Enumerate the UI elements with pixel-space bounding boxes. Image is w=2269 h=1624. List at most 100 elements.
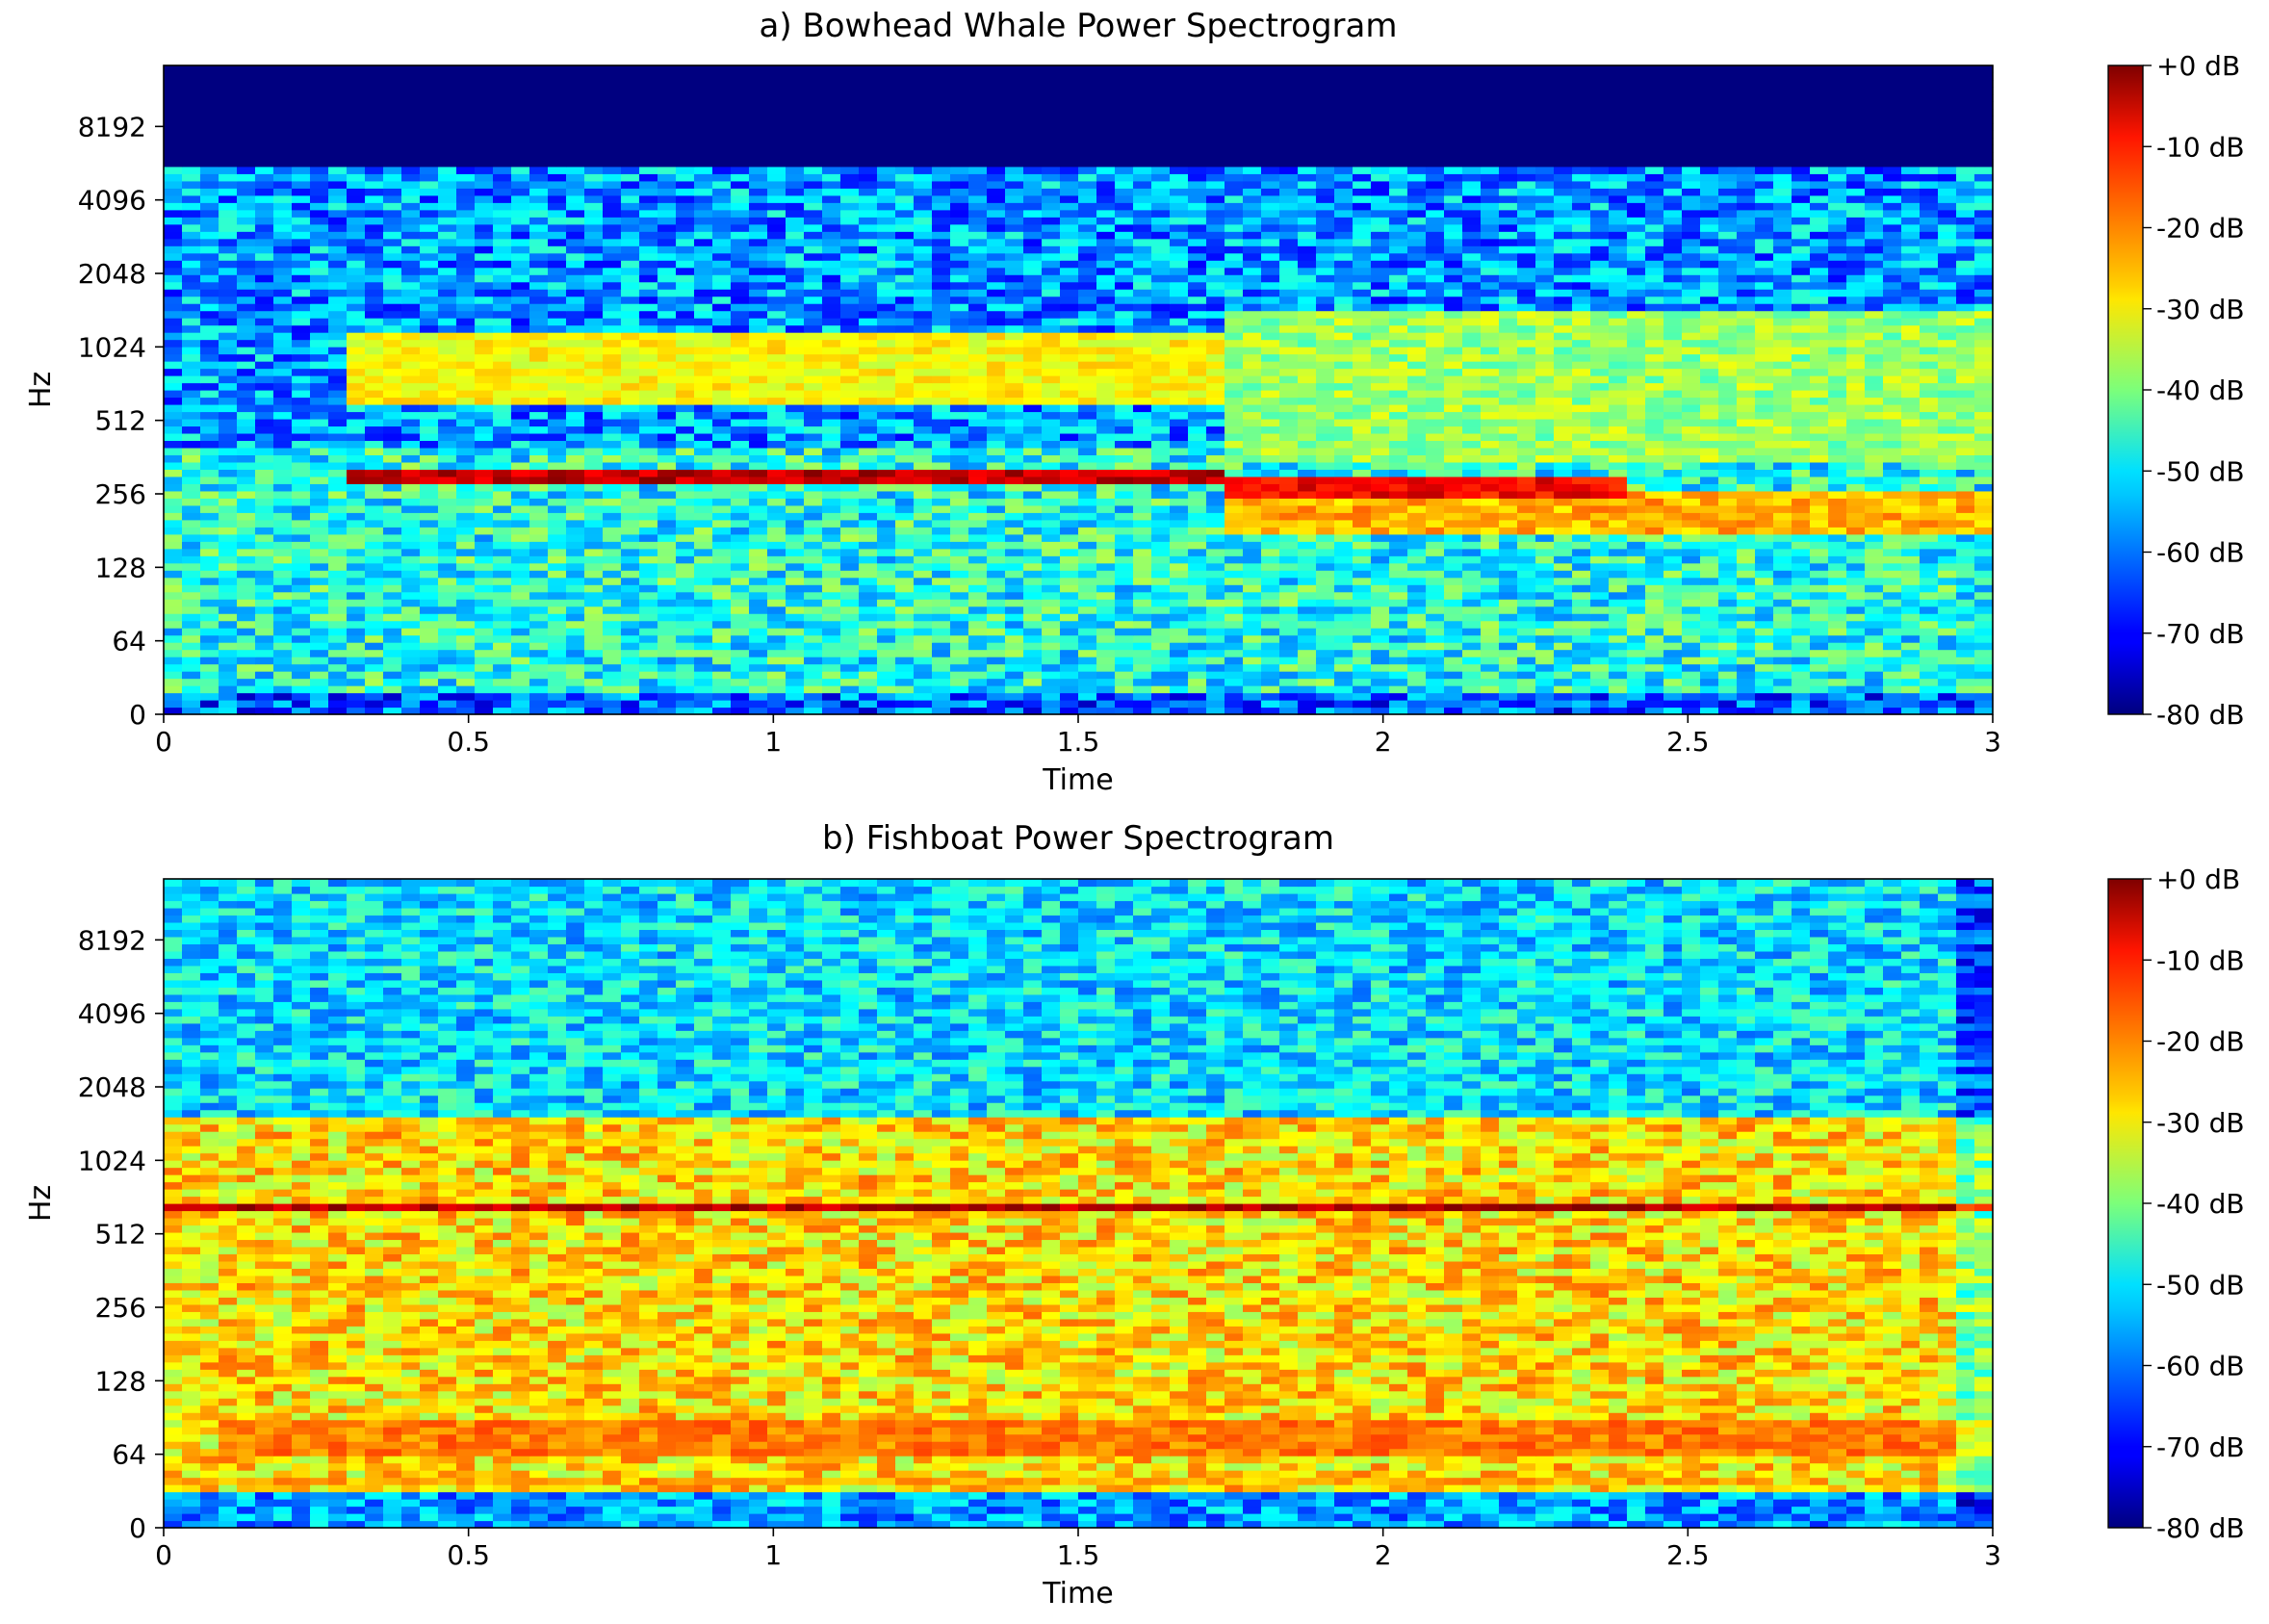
spectrogram-cell <box>182 375 201 384</box>
spectrogram-cell <box>1920 692 1939 701</box>
spectrogram-cell <box>1938 577 1957 585</box>
spectrogram-cell <box>420 613 439 622</box>
spectrogram-cell <box>200 692 219 701</box>
spectrogram-cell <box>1481 504 1500 513</box>
spectrogram-cell <box>1060 390 1079 399</box>
spectrogram-cell <box>200 361 219 370</box>
spectrogram-cell <box>1407 361 1427 370</box>
spectrogram-cell <box>1225 678 1244 686</box>
spectrogram-cell <box>438 447 457 455</box>
spectrogram-cell <box>273 361 293 370</box>
spectrogram-cell <box>475 570 494 579</box>
spectrogram-cell <box>1243 440 1262 449</box>
spectrogram-cell <box>383 418 402 427</box>
spectrogram-cell <box>1206 606 1225 614</box>
spectrogram-cell <box>566 620 585 629</box>
spectrogram-cell <box>968 692 988 701</box>
spectrogram-cell <box>1371 418 1390 427</box>
spectrogram-cell <box>1115 707 1134 715</box>
spectrogram-cell <box>877 663 896 672</box>
spectrogram-cell <box>1956 584 1975 593</box>
spectrogram-cell <box>1462 461 1482 470</box>
spectrogram-cell <box>932 671 951 680</box>
spectrogram-cell <box>603 397 622 405</box>
spectrogram-cell <box>438 361 457 370</box>
spectrogram-cell <box>1663 642 1683 651</box>
spectrogram-cell <box>438 461 457 470</box>
spectrogram-cell <box>237 469 256 477</box>
spectrogram-cell <box>1737 519 1756 528</box>
spectrogram-cell <box>712 584 732 593</box>
spectrogram-cell <box>1188 527 1207 535</box>
spectrogram-cell <box>548 541 567 550</box>
spectrogram-cell <box>1883 397 1902 405</box>
spectrogram-cell <box>182 440 201 449</box>
spectrogram-cell <box>328 562 348 571</box>
spectrogram-cell <box>1737 700 1756 709</box>
spectrogram-cell <box>712 548 732 556</box>
spectrogram-cell <box>1974 628 1994 636</box>
spectrogram-cell <box>1096 353 1116 362</box>
spectrogram-cell <box>1883 620 1902 629</box>
spectrogram-cell <box>1353 461 1372 470</box>
spectrogram-cell <box>1517 577 1536 585</box>
spectrogram-cell <box>1682 504 1701 513</box>
spectrogram-cell <box>1151 634 1171 643</box>
spectrogram-cell <box>1828 541 1847 550</box>
spectrogram-cell <box>347 476 366 484</box>
spectrogram-cell <box>877 390 896 399</box>
spectrogram-cell <box>493 425 512 434</box>
spectrogram-cell <box>1700 685 1719 694</box>
spectrogram-cell <box>1444 707 1463 715</box>
spectrogram-cell <box>1042 692 1061 701</box>
spectrogram-cell <box>383 368 402 376</box>
spectrogram-cell <box>1517 411 1536 420</box>
spectrogram-cell <box>1938 527 1957 535</box>
spectrogram-cell <box>968 620 988 629</box>
spectrogram-cell <box>164 425 183 434</box>
spectrogram-cell <box>639 476 658 484</box>
spectrogram-cell <box>694 425 713 434</box>
spectrogram-cell <box>1865 432 1884 442</box>
spectrogram-cell <box>1773 541 1792 550</box>
spectrogram-cell <box>840 454 860 463</box>
spectrogram-cell <box>1188 577 1207 585</box>
spectrogram-cell <box>712 476 732 484</box>
spectrogram-cell <box>1901 555 1921 564</box>
spectrogram-cell <box>1279 447 1299 455</box>
spectrogram-cell <box>493 555 512 564</box>
spectrogram-cell <box>1371 447 1390 455</box>
spectrogram-cell <box>603 541 622 550</box>
spectrogram-cell <box>1572 555 1591 564</box>
spectrogram-cell <box>1718 483 1738 492</box>
spectrogram-cell <box>1718 461 1738 470</box>
spectrogram-cell <box>1298 512 1317 521</box>
spectrogram-cell <box>164 570 183 579</box>
spectrogram-cell <box>932 700 951 709</box>
spectrogram-cell <box>584 382 604 391</box>
spectrogram-cell <box>1499 411 1518 420</box>
spectrogram-cell <box>1371 382 1390 391</box>
spectrogram-cell <box>401 628 421 636</box>
spectrogram-cell <box>749 584 768 593</box>
spectrogram-cell <box>475 512 494 521</box>
spectrogram-cell <box>968 606 988 614</box>
spectrogram-cell <box>1773 685 1792 694</box>
spectrogram-cell <box>1316 519 1335 528</box>
spectrogram-cell <box>1115 432 1134 442</box>
spectrogram-cell <box>804 692 823 701</box>
spectrogram-cell <box>1078 353 1097 362</box>
spectrogram-cell <box>292 498 311 506</box>
spectrogram-cell <box>1407 541 1427 550</box>
spectrogram-cell <box>804 425 823 434</box>
spectrogram-cell <box>566 700 585 709</box>
spectrogram-cell <box>786 490 805 499</box>
spectrogram-cell <box>1444 700 1463 709</box>
spectrogram-cell <box>657 613 677 622</box>
spectrogram-cell <box>1645 454 1664 463</box>
spectrogram-cell <box>1462 591 1482 600</box>
spectrogram-cell <box>1828 476 1847 484</box>
spectrogram-cell <box>273 440 293 449</box>
spectrogram-cell <box>1535 548 1555 556</box>
spectrogram-cell <box>840 657 860 665</box>
